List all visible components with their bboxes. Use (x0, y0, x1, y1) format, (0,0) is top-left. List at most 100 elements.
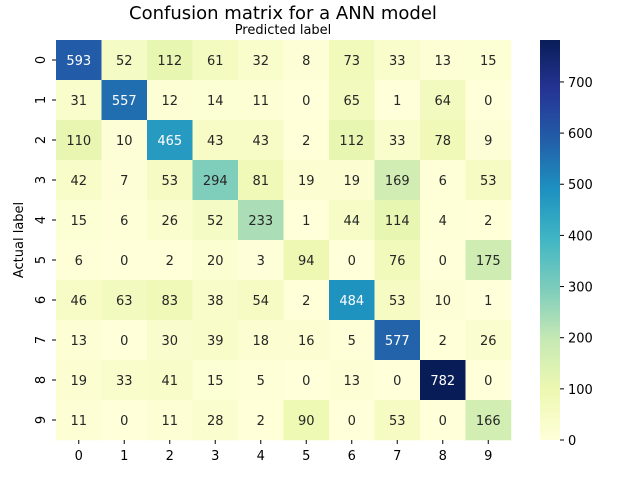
heatmap-cell (329, 80, 375, 121)
cell-value-label: 3 (257, 254, 265, 269)
heatmap-cell (56, 80, 102, 121)
cell-value-label: 166 (476, 414, 501, 429)
cell-value-label: 294 (203, 174, 228, 189)
heatmap-cell (329, 40, 375, 81)
heatmap-cell (101, 400, 148, 441)
cell-value-label: 42 (70, 174, 87, 189)
x-ticks: 0 1 2 3 4 5 6 7 8 9 (75, 440, 492, 464)
cell-value-label: 233 (248, 214, 273, 229)
heatmap-cell (238, 200, 284, 241)
cell-value-label: 13 (70, 334, 87, 349)
heatmap-cell (192, 400, 239, 441)
cell-value-label: 43 (252, 134, 269, 149)
cell-value-label: 0 (484, 374, 492, 389)
x-tick-label: 1 (120, 449, 128, 464)
cell-value-label: 39 (207, 334, 224, 349)
y-tick-label: 5 (34, 256, 49, 264)
heatmap-cell (283, 320, 330, 361)
heatmap-cell (192, 160, 239, 201)
cell-value-label: 31 (70, 94, 87, 109)
colorbar-tick-label: 0 (568, 434, 576, 449)
cell-value-label: 112 (339, 134, 364, 149)
x-tick-label: 7 (393, 449, 401, 464)
cell-value-label: 65 (343, 94, 360, 109)
y-tick-label: 1 (34, 96, 49, 104)
cell-value-label: 41 (161, 374, 178, 389)
cell-value-label: 11 (252, 94, 269, 109)
cell-value-label: 15 (70, 214, 87, 229)
heatmap-cell (192, 200, 239, 241)
heatmap-cell (374, 40, 421, 81)
cell-value-label: 1 (302, 214, 310, 229)
cell-value-label: 15 (480, 54, 497, 69)
heatmap-cell (329, 120, 375, 161)
heatmap-cell (56, 240, 102, 281)
heatmap-cell (147, 320, 193, 361)
colorbar-tick-label: 500 (568, 178, 593, 193)
heatmap-cell (101, 360, 148, 401)
heatmap-cell (56, 320, 102, 361)
colorbar-tick-label: 700 (568, 76, 593, 91)
heatmap-cell (147, 80, 193, 121)
cell-value-label: 2 (439, 334, 447, 349)
cell-value-label: 112 (157, 54, 182, 69)
heatmap-cell (101, 200, 148, 241)
heatmap-cell (374, 280, 421, 321)
cell-value-label: 16 (298, 334, 315, 349)
heatmap-cell (101, 160, 148, 201)
cell-value-label: 0 (348, 254, 356, 269)
cell-value-label: 5 (348, 334, 356, 349)
heatmap-cell (147, 280, 193, 321)
cell-value-label: 593 (66, 54, 91, 69)
cell-value-label: 61 (207, 54, 224, 69)
heatmap-cell (420, 280, 466, 321)
heatmap-cell (147, 240, 193, 281)
heatmap-cell (147, 200, 193, 241)
cell-value-label: 0 (120, 414, 128, 429)
y-tick-label: 6 (34, 296, 49, 304)
cell-value-label: 78 (434, 134, 451, 149)
heatmap-cell (420, 120, 466, 161)
heatmap-cell (283, 40, 330, 81)
cell-value-label: 53 (480, 174, 497, 189)
x-tick-label: 0 (75, 449, 83, 464)
heatmap-cell (465, 120, 512, 161)
y-tick-label: 2 (34, 136, 49, 144)
y-tick-label: 8 (34, 376, 49, 384)
cell-value-label: 53 (161, 174, 178, 189)
cell-value-label: 52 (207, 214, 224, 229)
heatmap-cell (465, 240, 512, 281)
y-ticks: 0 1 2 3 4 5 6 7 8 9 (34, 56, 56, 424)
heatmap-cell (238, 400, 284, 441)
heatmap-cell (283, 80, 330, 121)
cell-value-label: 6 (120, 214, 128, 229)
x-axis-label: Predicted label (235, 23, 332, 38)
x-tick-label: 3 (211, 449, 219, 464)
cell-value-label: 43 (207, 134, 224, 149)
cell-value-label: 30 (161, 334, 178, 349)
cell-value-label: 8 (302, 54, 310, 69)
x-tick-label: 9 (484, 449, 492, 464)
heatmap-cell (192, 40, 239, 81)
heatmap-cell (56, 160, 102, 201)
cell-value-label: 33 (116, 374, 133, 389)
heatmap-cell (192, 80, 239, 121)
y-tick-label: 3 (34, 176, 49, 184)
heatmap-cell (420, 80, 466, 121)
cell-value-label: 6 (439, 174, 447, 189)
heatmap-cell (465, 160, 512, 201)
cell-value-label: 577 (385, 334, 410, 349)
heatmap-cell (238, 360, 284, 401)
heatmap-cell (329, 200, 375, 241)
cell-value-label: 2 (302, 294, 310, 309)
y-tick-label: 9 (34, 416, 49, 424)
cell-value-label: 2 (302, 134, 310, 149)
cell-value-label: 13 (343, 374, 360, 389)
heatmap-cell (420, 360, 466, 401)
cell-value-label: 1 (484, 294, 492, 309)
cell-value-label: 2 (166, 254, 174, 269)
heatmap-cell (101, 40, 148, 81)
cell-value-label: 10 (434, 294, 451, 309)
heatmap-cell (465, 280, 512, 321)
colorbar-tick-label: 200 (568, 332, 593, 347)
